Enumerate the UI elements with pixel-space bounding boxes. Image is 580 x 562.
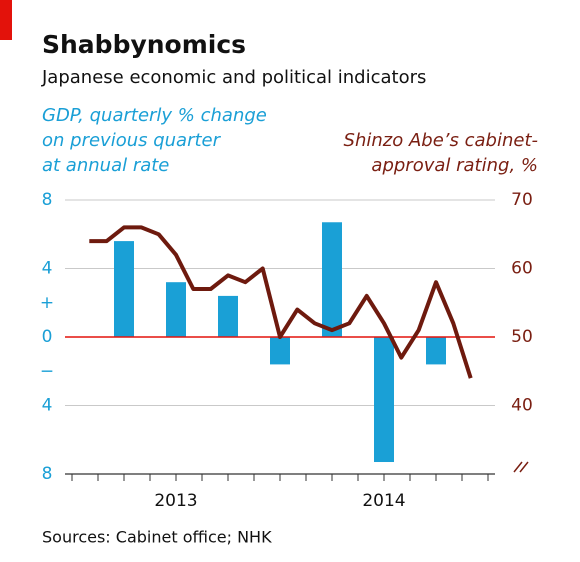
y2-axis-label: Shinzo Abe’s cabinet- <box>344 130 538 151</box>
sign-label: + <box>40 293 54 313</box>
y-tick-label: 8 <box>42 190 53 210</box>
bar <box>218 295 238 337</box>
y2-tick-label: 40 <box>511 396 533 416</box>
axis-break <box>513 461 529 473</box>
y-tick-label: 0 <box>42 327 53 347</box>
bar <box>322 222 342 337</box>
y-tick-label: 4 <box>42 259 53 279</box>
chart-subtitle: Japanese economic and political indicato… <box>41 67 426 88</box>
bar <box>426 337 446 365</box>
y2-tick-label: 70 <box>511 190 533 210</box>
corner-tag <box>0 0 12 40</box>
y2-tick-label: 50 <box>511 327 533 347</box>
chart-title: Shabbynomics <box>42 30 246 59</box>
y2-axis-label: approval rating, % <box>371 155 538 176</box>
y-axis-label: GDP, quarterly % change <box>42 105 267 126</box>
y-axis-label: at annual rate <box>42 155 169 176</box>
bar <box>114 241 134 337</box>
bar <box>166 282 186 337</box>
x-tick-label: 2014 <box>362 491 405 511</box>
source: Sources: Cabinet office; NHK <box>42 528 272 547</box>
x-tick-label: 2013 <box>154 491 197 511</box>
bar <box>270 337 290 365</box>
y-axis-label: on previous quarter <box>42 130 222 151</box>
sign-label: − <box>40 361 54 381</box>
bar <box>374 337 394 463</box>
y-tick-label: 8 <box>42 464 53 484</box>
y-tick-label: 4 <box>42 396 53 416</box>
line <box>89 225 473 379</box>
y2-tick-label: 60 <box>511 259 533 279</box>
